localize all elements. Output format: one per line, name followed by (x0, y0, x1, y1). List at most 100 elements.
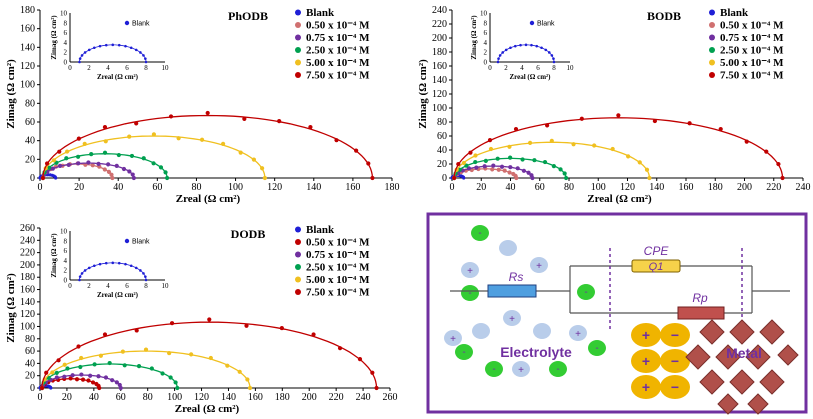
negative-charge (660, 349, 690, 373)
x-tick-label: 180 (708, 182, 723, 193)
inset-x-tick-label: 10 (162, 282, 170, 290)
cpe-element (631, 259, 681, 273)
inset-x-tick-label: 10 (567, 64, 575, 72)
data-point (521, 168, 527, 173)
data-point (158, 165, 164, 170)
ion-sign: - (468, 288, 471, 299)
inset-data-point (92, 264, 96, 268)
x-tick-label: 120 (194, 392, 209, 403)
green-ion (461, 285, 479, 301)
data-point (114, 380, 119, 385)
fit-curve (42, 114, 374, 179)
legend-marker (295, 22, 301, 28)
data-point (168, 375, 173, 380)
data-point (508, 165, 513, 170)
legend-marker (295, 289, 301, 295)
y-tick-label: 20 (25, 371, 35, 382)
data-point (530, 175, 535, 181)
inset-y-axis-title: Zimag (Ω cm²) (50, 233, 58, 278)
y-tick-label: 100 (20, 80, 35, 91)
data-point (637, 160, 642, 165)
inset-data-point (513, 44, 517, 48)
data-point (163, 170, 168, 175)
inset-data-point (498, 54, 502, 57)
inset-x-tick-label: 4 (106, 64, 110, 72)
data-point (165, 175, 170, 181)
inset-x-tick-label: 0 (68, 282, 72, 290)
y-tick-label: 160 (20, 285, 35, 296)
ion-sign: - (584, 287, 587, 298)
legend-marker (709, 72, 715, 78)
data-point (549, 138, 554, 143)
svg-text:−: − (671, 379, 679, 395)
data-point (90, 163, 95, 168)
data-point (62, 374, 67, 379)
legend-marker (295, 72, 301, 78)
data-point (461, 160, 466, 166)
data-point (151, 161, 156, 166)
inset-data-point (124, 44, 127, 48)
data-point (66, 162, 71, 168)
data-point (311, 332, 316, 337)
inset-y-tick-label: 6 (64, 29, 68, 37)
inset-x-tick-label: 6 (125, 282, 129, 290)
legend-marker (295, 239, 301, 245)
data-point (68, 376, 73, 381)
data-point (62, 362, 67, 367)
rs-resistor (487, 284, 537, 298)
legend-marker (295, 59, 301, 66)
legend-marker (295, 47, 301, 53)
inset-y-tick-label: 0 (64, 59, 68, 67)
blue-ion (499, 240, 517, 256)
data-point (106, 162, 111, 167)
chart-title: BODB (647, 9, 681, 23)
data-point-blank (49, 386, 53, 390)
x-tick-label: 160 (679, 182, 694, 193)
y-tick-label: 80 (437, 117, 447, 128)
metal-label: Metal (726, 345, 762, 361)
inset-data-point (524, 43, 528, 47)
inset-x-tick-label: 4 (106, 282, 110, 290)
data-point (96, 374, 101, 379)
inset-data-point (104, 261, 108, 265)
legend-label: 2.50 x 10⁻⁴ M (720, 45, 784, 57)
data-point (74, 377, 80, 382)
inset-data-point (78, 57, 82, 60)
y-tick-label: 120 (432, 89, 447, 100)
ion-sign: + (518, 365, 524, 376)
x-tick-label: 20 (74, 182, 84, 193)
data-point (106, 169, 112, 174)
rs-label: Rs (509, 270, 524, 284)
data-point (488, 146, 494, 152)
data-point (129, 153, 135, 159)
data-point (98, 353, 103, 358)
legend-marker (295, 9, 301, 16)
data-point (118, 385, 123, 391)
data-point (57, 163, 63, 168)
inset-y-axis-title: Zimag (Ω cm²) (470, 15, 478, 60)
electrolyte-label: Electrolyte (500, 344, 572, 360)
ion-sign: + (450, 334, 456, 345)
ion-sign: + (575, 329, 581, 340)
data-point (652, 118, 657, 124)
nyquist-chart-bodb: 0 20 40 60 80 100 120 140 160 180 200 220 2400204060… (417, 5, 811, 205)
x-tick-label: 80 (191, 182, 201, 193)
data-point (487, 137, 493, 143)
data-point (279, 325, 284, 331)
inset-data-point (87, 48, 91, 52)
x-tick-label: 160 (345, 182, 360, 193)
data-point (542, 159, 548, 165)
data-point (64, 156, 69, 161)
inset-data-point (98, 44, 102, 48)
x-tick-label: 180 (275, 392, 290, 403)
data-point (176, 136, 181, 141)
data-point (78, 364, 83, 370)
data-point (86, 160, 91, 165)
data-point (579, 116, 584, 121)
inset-data-point (144, 57, 147, 60)
x-tick-label: 220 (766, 182, 781, 193)
data-point (173, 380, 178, 385)
positive-charge (631, 323, 661, 347)
electrolyte-ions: - + + - + + - - + - + - - (444, 225, 606, 377)
